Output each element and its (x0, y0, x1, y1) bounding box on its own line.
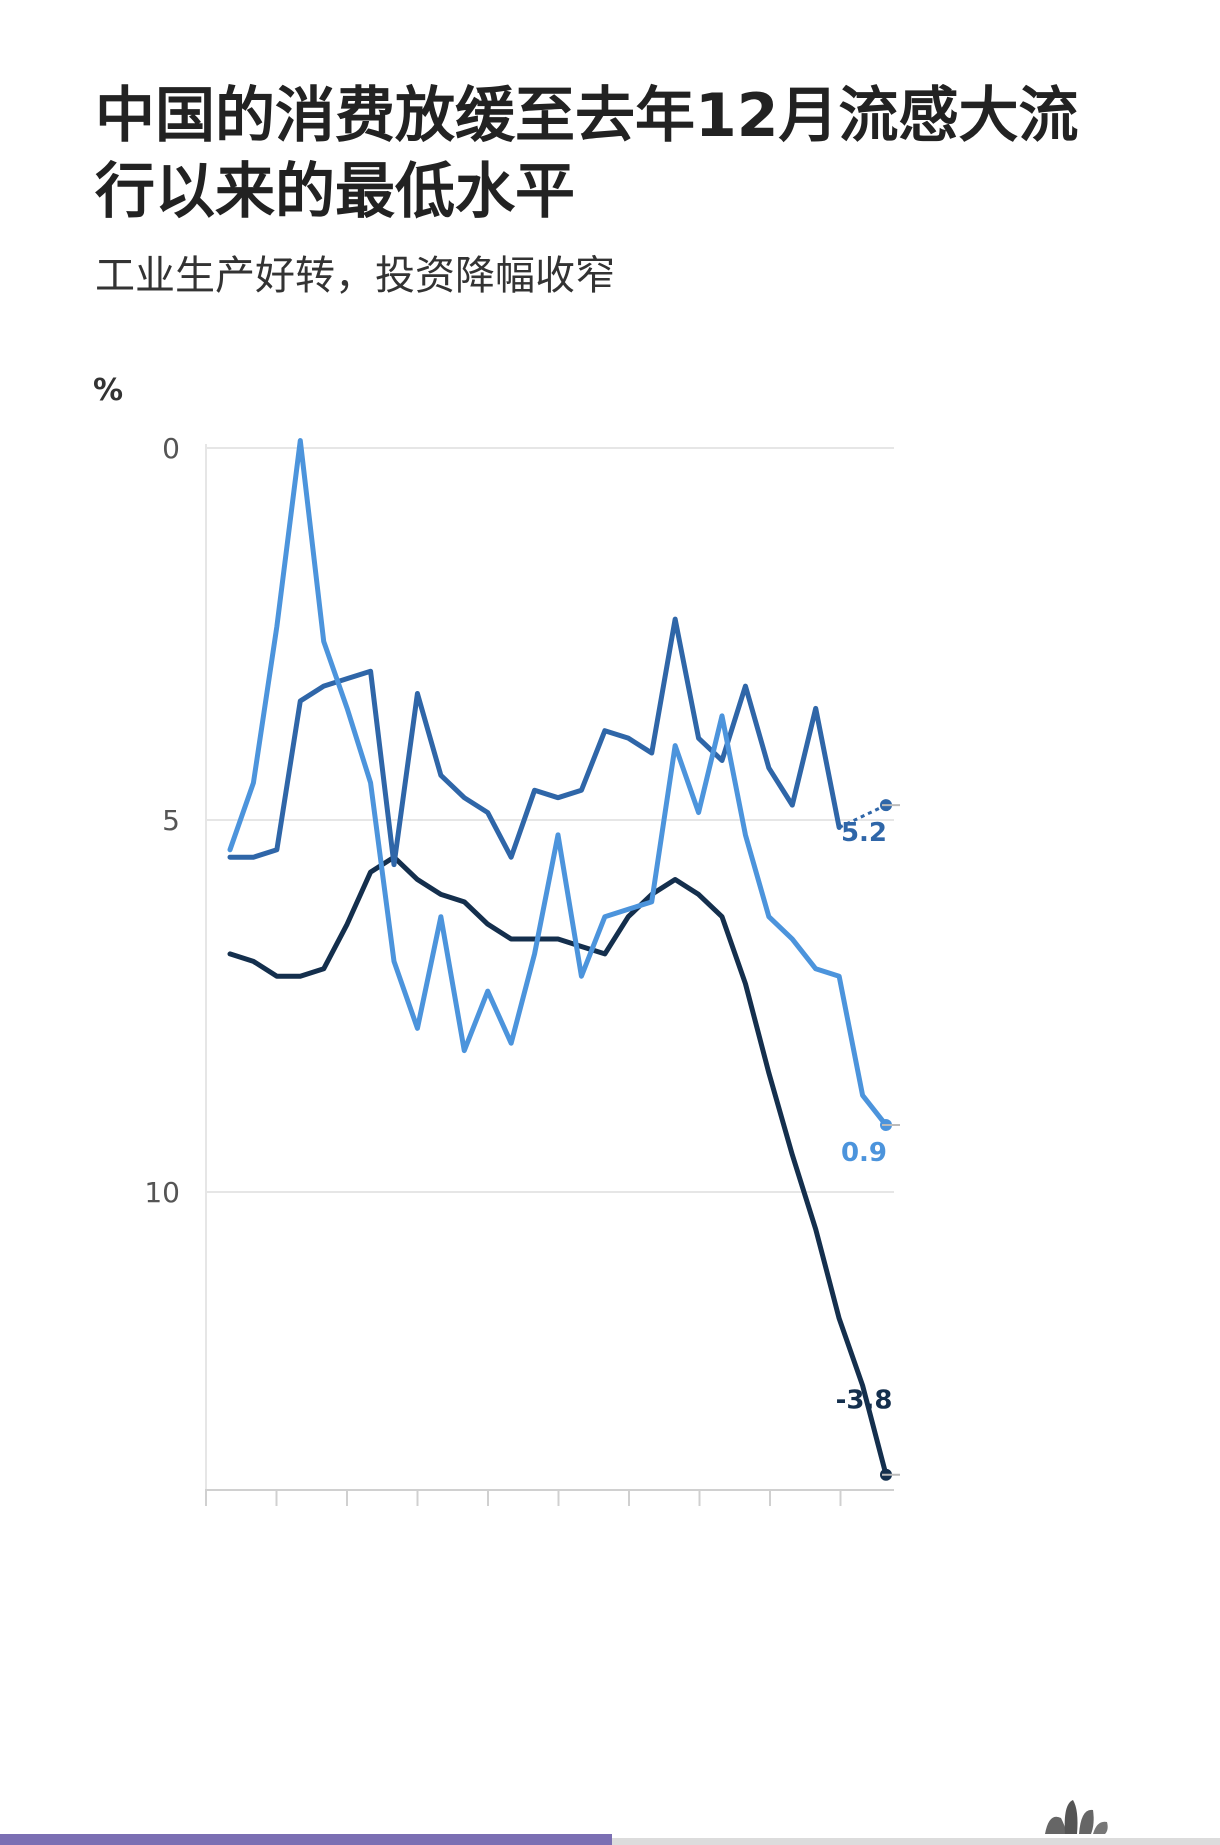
series-line-investment (227, 854, 889, 1478)
grid-layer (205, 447, 894, 1193)
line-chart: % 10 5 0 -3.8 5.2 0.9 (93, 373, 900, 1506)
axis-layer (205, 444, 894, 1506)
y-tick-label: 10 (144, 1176, 180, 1209)
y-tick-label: 5 (162, 804, 180, 837)
page-title: 中国的消费放缓至去年12月流感大流行以来的最低水平 (95, 81, 1079, 227)
series-line-industrial (227, 616, 842, 868)
series-gap-industrial (838, 803, 887, 829)
y-axis-unit-label: % (93, 373, 123, 408)
progress-track (612, 1838, 1220, 1845)
end-label-industrial: 5.2 (841, 818, 887, 848)
end-label-retail: 0.9 (841, 1138, 887, 1168)
label-layer: % 10 5 0 -3.8 5.2 0.9 (93, 373, 892, 1416)
end-label-investment: -3.8 (836, 1386, 893, 1416)
y-tick-label: 0 (162, 432, 180, 465)
page-subtitle: 工业生产好转，投资降幅收窄 (95, 253, 615, 299)
logo-icon (1045, 1800, 1108, 1834)
series-line-retail (227, 438, 889, 1128)
progress-bar (0, 1834, 612, 1845)
series-layer (227, 438, 900, 1481)
